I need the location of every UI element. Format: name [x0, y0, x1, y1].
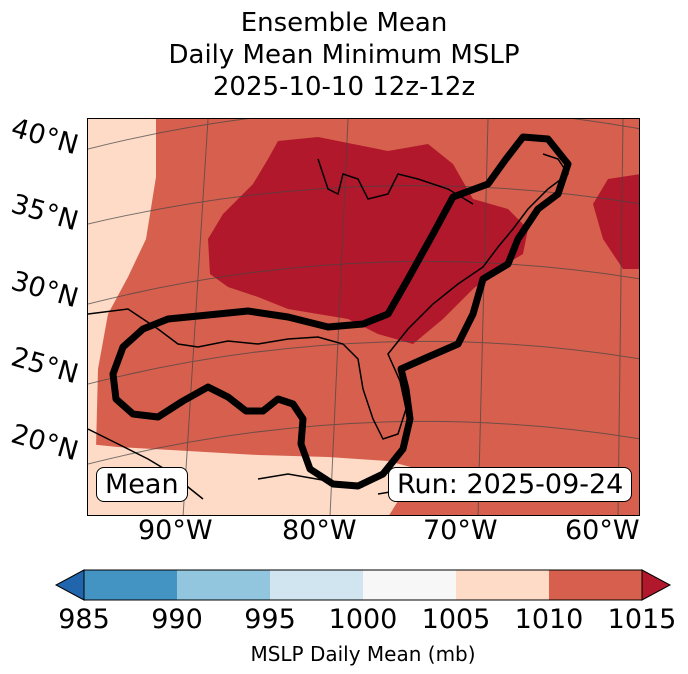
- colorbar-tick-1015: 1015: [607, 604, 677, 635]
- colorbar-label: MSLP Daily Mean (mb): [250, 642, 476, 666]
- colorbar-tick-1000: 1000: [328, 604, 398, 635]
- colorbar-tick-995: 995: [244, 604, 296, 635]
- low-pressure-region-west: [88, 119, 156, 449]
- title-line-3: 2025-10-10 12z-12z: [212, 72, 476, 102]
- high-pressure-region-east: [593, 174, 639, 269]
- colorbar-under-arrow: [54, 569, 85, 601]
- lat-label-35n: 35°N: [7, 188, 82, 238]
- colorbar: [54, 569, 672, 601]
- lon-label-70w: 70°W: [423, 515, 498, 546]
- colorbar-over-arrow: [641, 569, 672, 601]
- lat-label-20n: 20°N: [7, 418, 82, 468]
- colorbar-tick-990: 990: [151, 604, 203, 635]
- lat-label-30n: 30°N: [7, 265, 82, 315]
- map-panel: [87, 118, 640, 516]
- colorbar-segment-990: [177, 570, 270, 600]
- colorbar-segment-1010: [549, 570, 642, 600]
- colorbar-border: [83, 569, 643, 601]
- colorbar-tick-985: 985: [58, 604, 110, 635]
- colorbar-segment-1005: [456, 570, 549, 600]
- lon-label-80w: 80°W: [282, 515, 357, 546]
- colorbar-segment-995: [270, 570, 363, 600]
- lat-label-25n: 25°N: [7, 341, 82, 391]
- title-line-2: Daily Mean Minimum MSLP: [168, 40, 520, 70]
- lon-label-90w: 90°W: [138, 515, 213, 546]
- colorbar-tick-1005: 1005: [421, 604, 491, 635]
- lat-label-40n: 40°N: [7, 112, 82, 162]
- map-canvas: [88, 119, 639, 515]
- ensemble-outline: [109, 133, 572, 490]
- title-line-1: Ensemble Mean: [240, 8, 448, 38]
- lon-label-60w: 60°W: [565, 515, 640, 546]
- colorbar-tick-1010: 1010: [514, 604, 584, 635]
- colorbar-segment-985: [84, 570, 177, 600]
- mean-label-box: Mean: [96, 467, 188, 502]
- run-date-label-box: Run: 2025-09-24: [388, 467, 633, 502]
- colorbar-segment-1000: [363, 570, 456, 600]
